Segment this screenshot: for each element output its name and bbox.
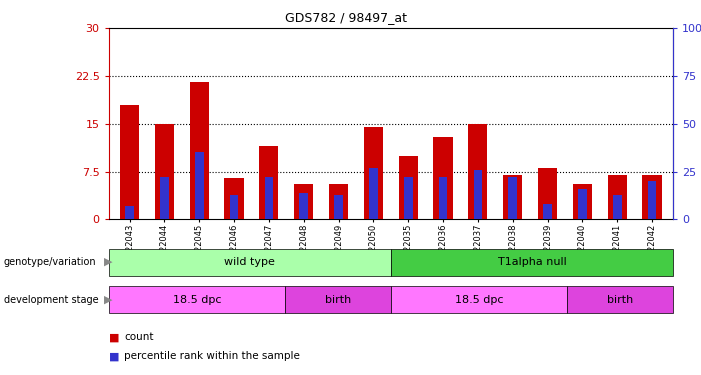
Bar	[195, 152, 203, 219]
Text: GDS782 / 98497_at: GDS782 / 98497_at	[285, 11, 407, 24]
Bar	[433, 136, 453, 219]
Bar	[538, 168, 557, 219]
Bar	[543, 204, 552, 219]
Text: birth: birth	[325, 295, 351, 304]
Bar	[299, 193, 308, 219]
Bar	[643, 175, 662, 219]
Text: percentile rank within the sample: percentile rank within the sample	[124, 351, 300, 361]
Bar	[160, 177, 169, 219]
Bar	[155, 124, 174, 219]
Bar	[404, 177, 413, 219]
Text: ▶: ▶	[104, 257, 112, 267]
Bar	[364, 127, 383, 219]
Bar	[578, 189, 587, 219]
Bar	[334, 195, 343, 219]
Text: genotype/variation: genotype/variation	[4, 257, 96, 267]
Bar	[294, 184, 313, 219]
Bar	[369, 168, 378, 219]
Bar	[648, 181, 656, 219]
Bar	[474, 170, 482, 219]
Bar	[573, 184, 592, 219]
Text: 18.5 dpc: 18.5 dpc	[455, 295, 503, 304]
Bar	[329, 184, 348, 219]
Text: count: count	[124, 333, 154, 342]
Text: 18.5 dpc: 18.5 dpc	[172, 295, 221, 304]
Text: wild type: wild type	[224, 257, 275, 267]
Text: ■: ■	[109, 333, 123, 342]
Bar	[468, 124, 487, 219]
Text: T1alpha null: T1alpha null	[498, 257, 566, 267]
Bar	[613, 195, 622, 219]
Bar	[391, 286, 567, 313]
Bar	[503, 175, 522, 219]
Bar	[109, 249, 391, 276]
Text: birth: birth	[607, 295, 633, 304]
Bar	[439, 177, 447, 219]
Bar	[120, 105, 139, 219]
Bar	[285, 286, 391, 313]
Text: ■: ■	[109, 351, 123, 361]
Bar	[230, 195, 238, 219]
Bar	[567, 286, 673, 313]
Bar	[391, 249, 673, 276]
Bar	[109, 286, 285, 313]
Bar	[608, 175, 627, 219]
Bar	[190, 82, 209, 219]
Bar	[399, 156, 418, 219]
Bar	[508, 177, 517, 219]
Text: development stage: development stage	[4, 295, 98, 304]
Text: ▶: ▶	[104, 295, 112, 304]
Bar	[259, 146, 278, 219]
Bar	[224, 178, 244, 219]
Bar	[125, 206, 134, 219]
Bar	[264, 177, 273, 219]
